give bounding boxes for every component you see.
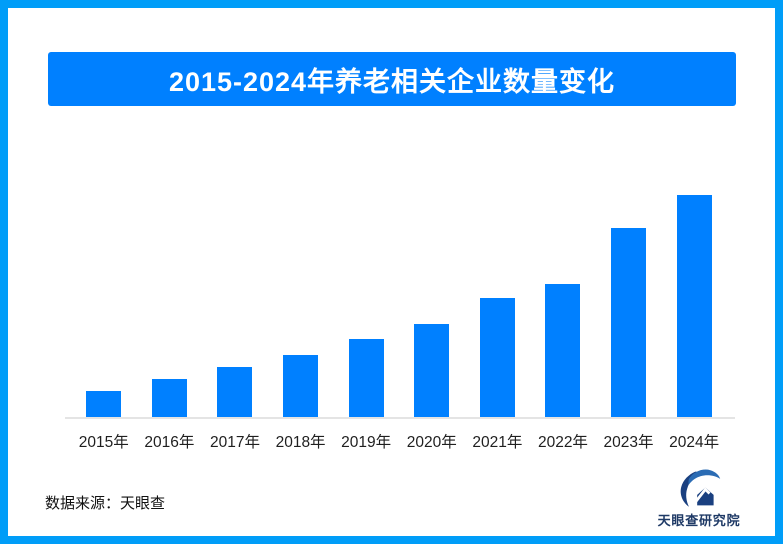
tianyancha-logo-icon	[680, 469, 721, 508]
bar-rect	[545, 284, 581, 417]
x-axis-label-2019年: 2019年	[341, 434, 392, 451]
chart-title-banner: 2015-2024年养老相关企业数量变化	[48, 52, 736, 106]
chart-title: 2015-2024年养老相关企业数量变化	[168, 66, 616, 97]
bar-2016年	[137, 195, 203, 417]
x-axis-label-2024年: 2024年	[669, 434, 720, 451]
brand-name: 天眼查研究院	[657, 513, 741, 528]
data-source-note: 数据来源：天眼查	[45, 495, 166, 512]
bar-rect	[479, 298, 515, 417]
x-axis-line	[65, 417, 735, 419]
bar-rect	[283, 355, 319, 417]
x-axis-label-2015年: 2015年	[78, 434, 129, 451]
x-axis-label-2018年: 2018年	[275, 434, 326, 451]
bar-2023年	[596, 195, 662, 417]
bar-chart-plot-area	[71, 195, 727, 417]
x-axis-label-2022年: 2022年	[537, 434, 588, 451]
bar-2017年	[202, 195, 268, 417]
bar-2021年	[465, 195, 531, 417]
bar-2024年	[661, 195, 727, 417]
bar-rect	[611, 228, 647, 417]
bar-rect	[217, 367, 253, 417]
x-axis-label-2023年: 2023年	[603, 434, 654, 451]
bar-rect	[348, 339, 384, 417]
bar-2020年	[399, 195, 465, 417]
x-axis-label-2017年: 2017年	[209, 434, 260, 451]
bar-rect	[414, 324, 450, 417]
x-axis-labels: 2015年 2016年 2017年 2018年 2019年 2020年 2021年 2022年…	[71, 430, 727, 452]
bar-2019年	[333, 195, 399, 417]
bar-rect	[676, 195, 712, 417]
brand-block: 天眼查研究院	[647, 467, 751, 529]
x-axis-label-2021年: 2021年	[472, 434, 523, 451]
bar-2015年	[71, 195, 137, 417]
x-axis-label-2020年: 2020年	[406, 434, 457, 451]
bar-rect	[151, 379, 187, 417]
bar-2018年	[268, 195, 334, 417]
x-axis-label-2016年: 2016年	[144, 434, 195, 451]
bar-2022年	[530, 195, 596, 417]
bar-rect	[86, 391, 122, 417]
